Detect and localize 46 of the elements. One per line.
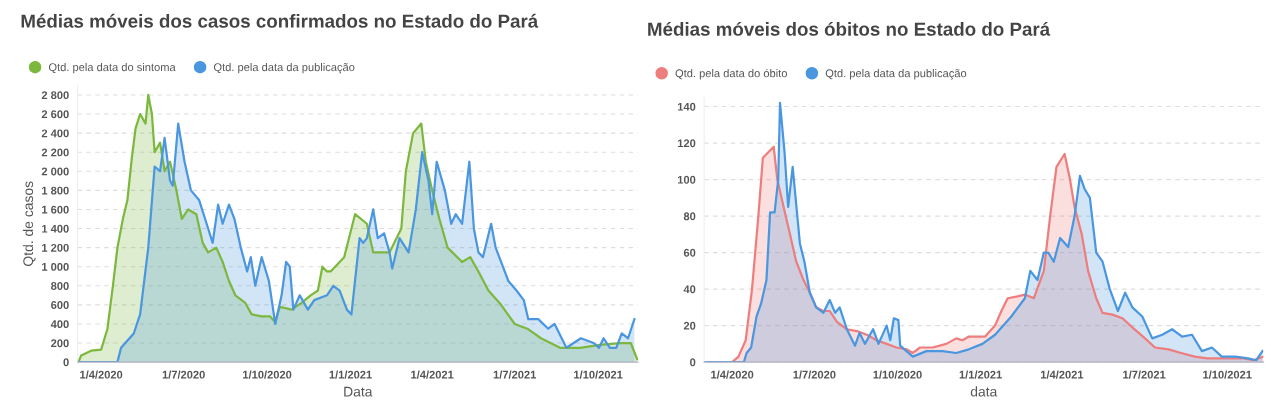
y-tick-label: 1 000 bbox=[42, 262, 69, 271]
x-tick-label: 1/7/2021 bbox=[493, 370, 537, 379]
y-axis-title: Qtd. de casos bbox=[22, 181, 36, 266]
chart-title: Médias móveis dos casos confirmados no Estado do Pará bbox=[21, 13, 539, 28]
y-tick-label: 1 600 bbox=[42, 205, 69, 214]
x-tick-label: 1/4/2020 bbox=[711, 370, 754, 379]
y-tick-label: 1 200 bbox=[42, 243, 69, 252]
x-tick-label: 1/7/2021 bbox=[1123, 370, 1166, 379]
legend-label: Qtd. pela data da publicação bbox=[213, 62, 355, 74]
y-tick-label: 1 800 bbox=[42, 186, 69, 195]
y-tick-label: 600 bbox=[51, 301, 69, 309]
y-tick-label: 2 400 bbox=[41, 129, 69, 138]
y-tick-label: 0 bbox=[690, 358, 696, 367]
y-tick-label: 20 bbox=[683, 321, 696, 330]
y-tick-label: 80 bbox=[683, 212, 696, 221]
chart-title: Médias móveis dos óbitos no Estado do Pará bbox=[648, 21, 1051, 36]
x-tick-label: 1/10/2021 bbox=[1203, 370, 1252, 379]
x-tick-label: 1/10/2020 bbox=[243, 370, 292, 379]
y-tick-label: 200 bbox=[51, 339, 69, 348]
x-tick-label: 1/1/2021 bbox=[329, 370, 372, 379]
y-tick-label: 60 bbox=[683, 248, 696, 257]
y-tick-label: 2 000 bbox=[41, 167, 69, 176]
y-tick-label: 2 600 bbox=[41, 110, 69, 119]
x-axis-title: Data bbox=[344, 386, 373, 397]
y-tick-label: 800 bbox=[51, 282, 69, 290]
y-tick-label: 100 bbox=[677, 175, 696, 184]
x-tick-label: 1/7/2020 bbox=[162, 370, 205, 379]
x-tick-label: 1/7/2020 bbox=[793, 370, 836, 379]
x-tick-label: 1/10/2021 bbox=[574, 370, 623, 379]
y-tick-label: 2 200 bbox=[41, 148, 69, 157]
y-tick-label: 0 bbox=[63, 358, 69, 367]
y-tick-label: 140 bbox=[677, 102, 696, 111]
legend-label: Qtd. pela data do sintoma bbox=[48, 62, 176, 74]
y-tick-label: 40 bbox=[683, 285, 696, 294]
x-axis-title: data bbox=[970, 386, 998, 397]
y-tick-label: 120 bbox=[677, 139, 696, 148]
legend-label: Qtd. pela data da publicação bbox=[825, 69, 967, 80]
x-tick-label: 1/10/2020 bbox=[873, 370, 922, 379]
x-tick-label: 1/4/2021 bbox=[1040, 370, 1084, 379]
y-tick-label: 2 800 bbox=[41, 91, 69, 100]
y-tick-label: 1 400 bbox=[42, 224, 69, 233]
x-tick-label: 1/4/2021 bbox=[411, 370, 454, 379]
y-tick-label: 400 bbox=[50, 320, 69, 329]
x-tick-label: 1/4/2020 bbox=[80, 370, 123, 379]
legend-label: Qtd. pela data do óbito bbox=[675, 68, 787, 80]
x-tick-label: 1/1/2021 bbox=[959, 370, 1002, 379]
